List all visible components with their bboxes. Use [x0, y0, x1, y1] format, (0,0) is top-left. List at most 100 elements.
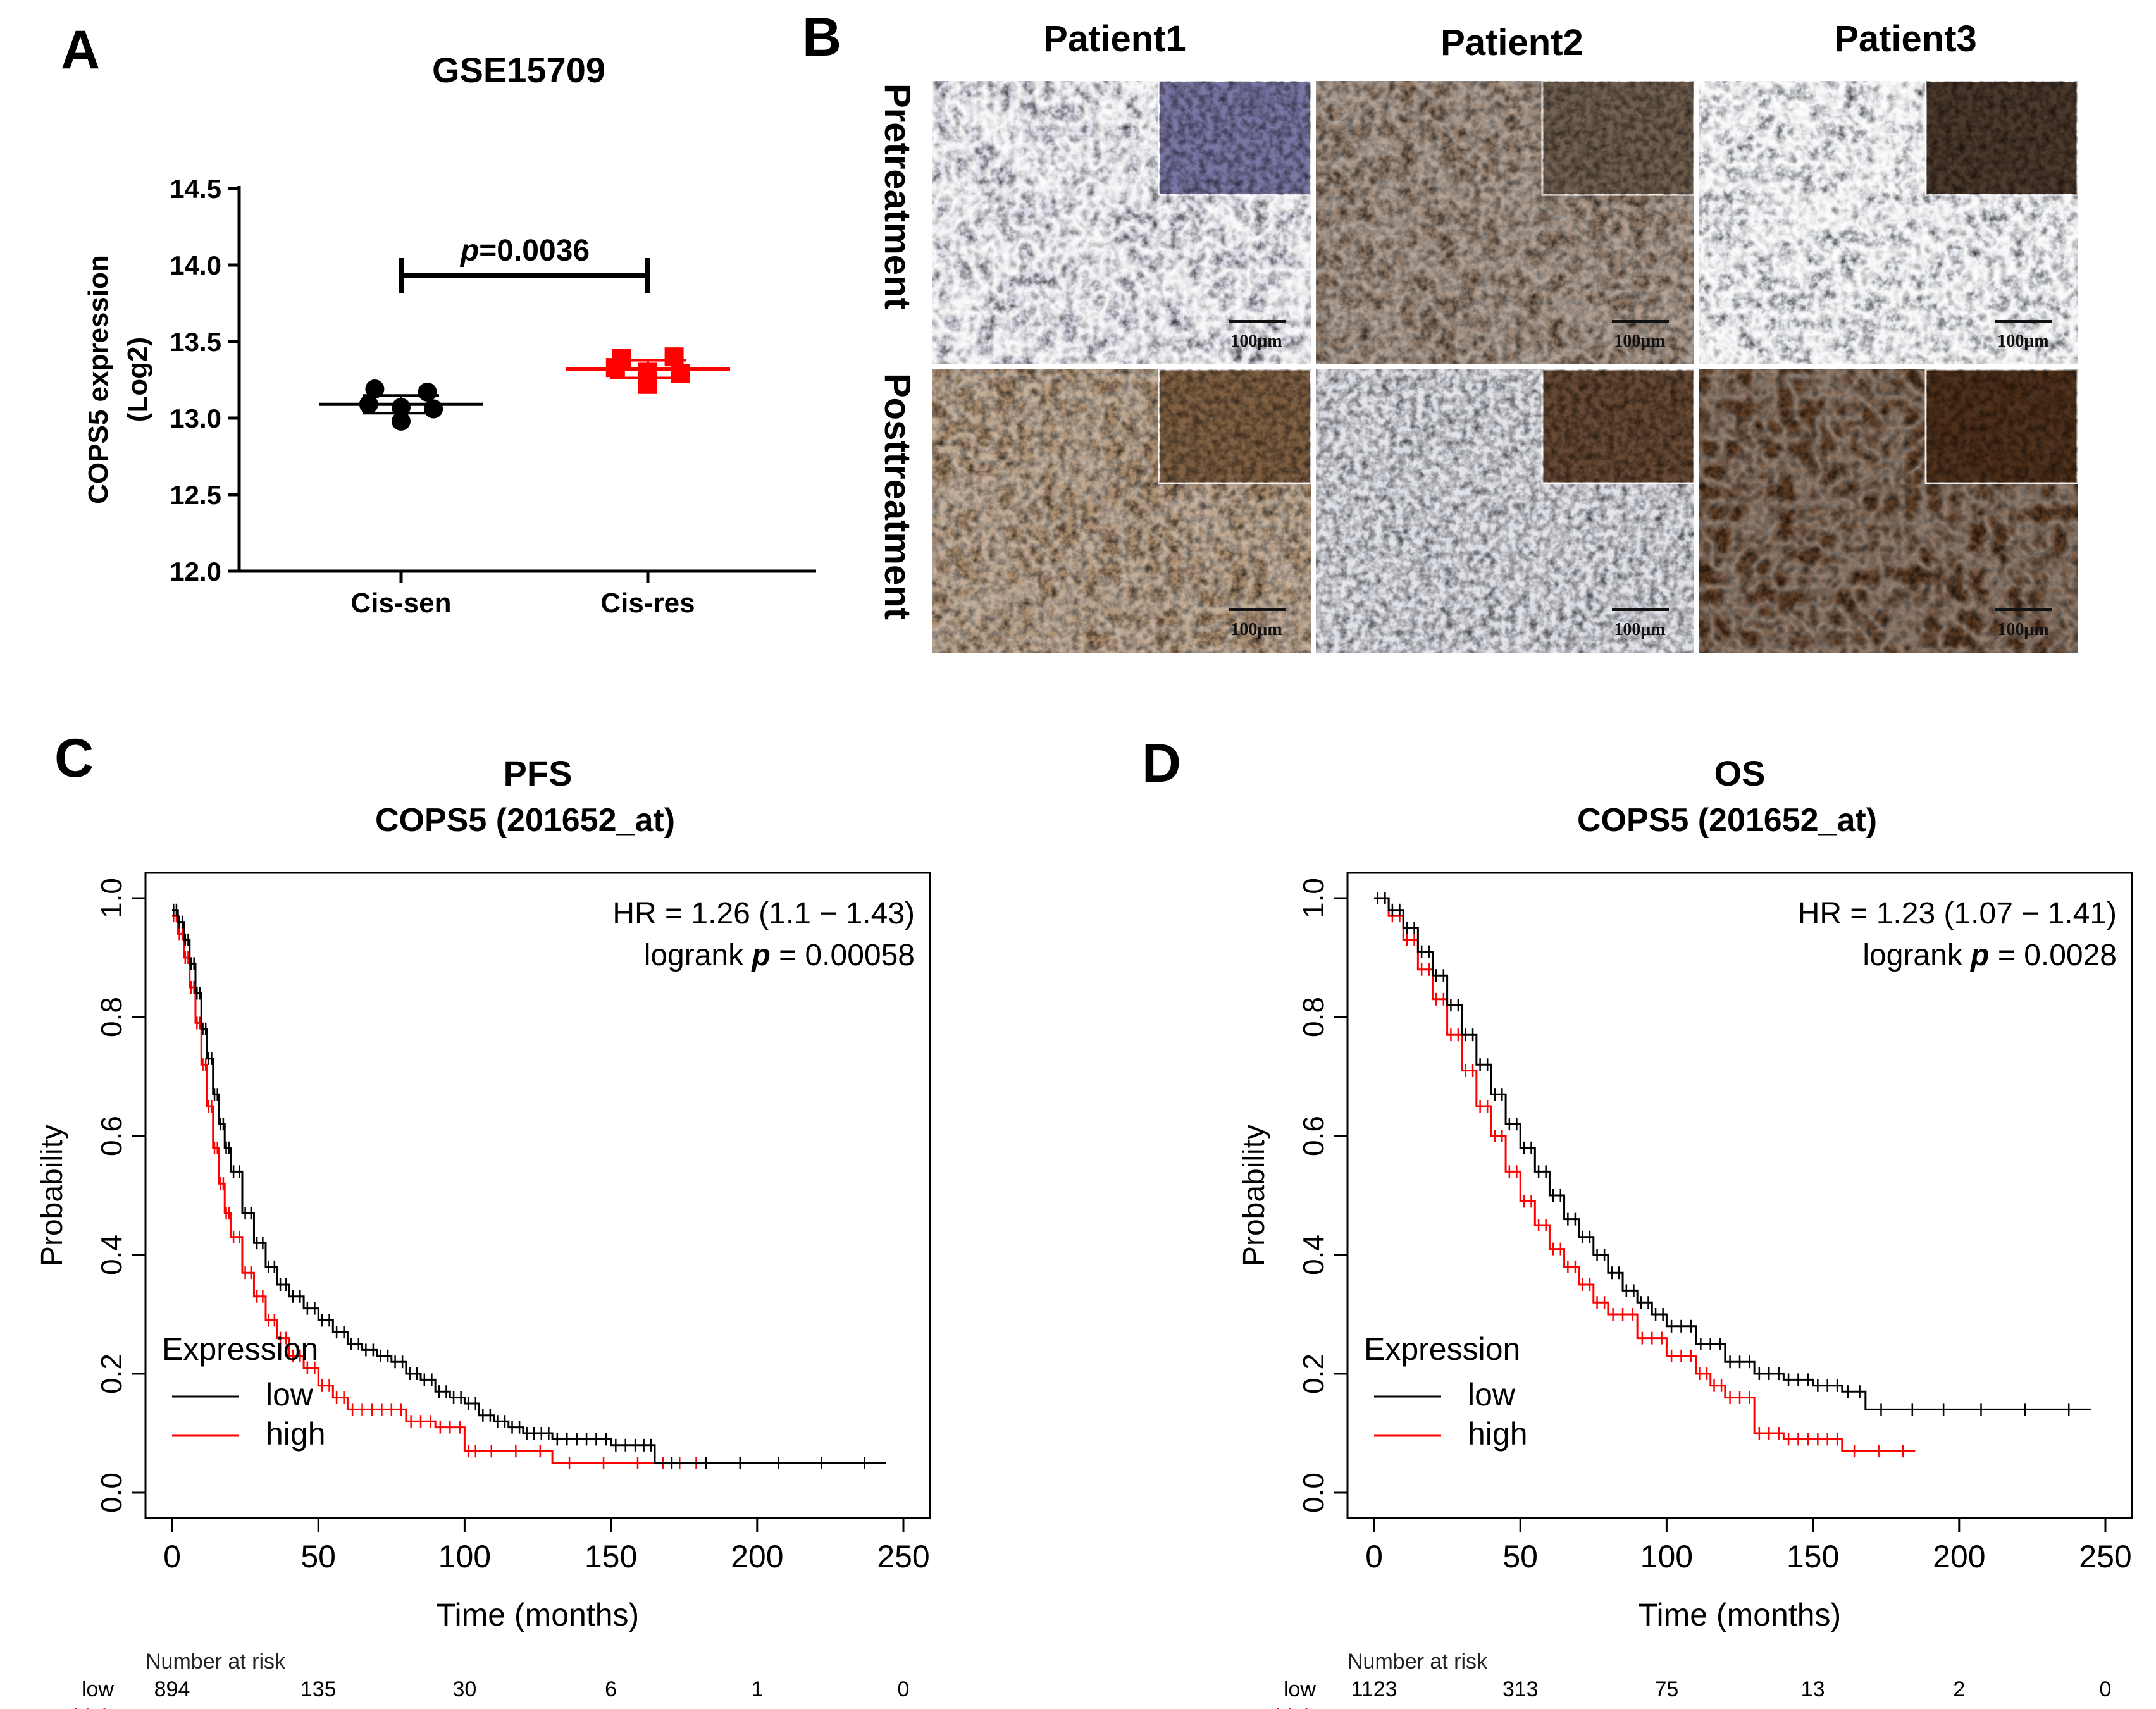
x-tick-label: 50	[1502, 1539, 1538, 1574]
y-tick-label: 13.5	[170, 327, 221, 357]
y-tick-label: 0.6	[95, 1116, 128, 1156]
x-axis-label: Time (months)	[437, 1597, 639, 1632]
risk-table-header: Number at risk	[146, 1650, 286, 1674]
x-tick-label: 100	[438, 1539, 491, 1574]
ihc-image: 100μm	[1699, 368, 2079, 653]
risk-table-value: 0	[2100, 1705, 2112, 1709]
data-point	[638, 374, 657, 394]
x-tick-label: 0	[163, 1539, 181, 1574]
x-tick-label: 250	[2079, 1539, 2131, 1574]
chart-title: OS	[1714, 753, 1766, 793]
data-point	[424, 399, 443, 419]
hazard-ratio-label: HR = 1.26 (1.1 − 1.43)	[612, 897, 915, 930]
y-tick-label: 1.0	[95, 878, 128, 918]
risk-table-value: 0	[2100, 1677, 2112, 1701]
x-tick-label: 200	[1933, 1539, 1985, 1574]
y-tick-label: 0.4	[95, 1235, 128, 1275]
risk-table-value: 13	[1801, 1677, 1825, 1701]
data-point	[664, 347, 684, 367]
panel-letter-c: C	[54, 728, 94, 789]
x-tick-label: Cis-res	[600, 588, 695, 619]
data-point	[365, 379, 385, 399]
risk-table-row-label: high	[73, 1705, 114, 1709]
panel-letter-b: B	[802, 7, 842, 68]
risk-table-value: 0	[1953, 1705, 1965, 1709]
risk-table-value: 115	[1503, 1705, 1537, 1709]
data-point	[671, 364, 690, 383]
risk-table-value: 5	[1807, 1705, 1819, 1709]
ihc-inset-texture	[1926, 81, 2078, 195]
ihc-inset-texture	[1159, 369, 1311, 483]
y-axis-label: Probability	[35, 1125, 69, 1266]
risk-table-row-label: low	[1284, 1677, 1316, 1701]
y-tick-label: 0.6	[1297, 1116, 1330, 1156]
chart-subtitle: COPS5 (201652_at)	[1577, 802, 1877, 839]
data-point	[359, 395, 378, 414]
column-label-patient2: Patient2	[1440, 22, 1583, 63]
risk-table-value: 1	[751, 1677, 763, 1701]
plot-frame	[144, 872, 931, 1519]
risk-table-value: 135	[300, 1677, 337, 1701]
risk-table-value: 894	[154, 1677, 190, 1701]
risk-table-value: 22	[1654, 1705, 1678, 1709]
risk-table-row-label: high	[1275, 1705, 1316, 1709]
column-label-patient1: Patient1	[1043, 18, 1186, 59]
data-point	[418, 382, 437, 402]
risk-table-row-label: low	[82, 1677, 114, 1701]
ihc-image: 100μm	[932, 368, 1312, 653]
plot-frame	[1346, 872, 2133, 1519]
x-axis-label: Time (months)	[1639, 1597, 1841, 1632]
y-tick-label: 1.0	[1297, 878, 1330, 918]
risk-table-header: Number at risk	[1348, 1650, 1488, 1674]
logrank-label: logrank p = 0.00058	[644, 939, 915, 972]
data-point	[392, 411, 411, 431]
scale-bar-label: 100μm	[1997, 620, 2048, 639]
y-tick-label: 0.0	[1297, 1472, 1330, 1513]
y-tick-label: 13.0	[170, 404, 221, 433]
survival-curve-high	[1374, 897, 1916, 1452]
x-tick-label: 250	[877, 1539, 929, 1574]
x-tick-label: 200	[731, 1539, 783, 1574]
risk-table-value: 0	[898, 1705, 910, 1709]
x-tick-label: Cis-sen	[351, 588, 452, 619]
panel-letter-d: D	[1142, 733, 1182, 794]
data-point	[605, 358, 625, 378]
x-tick-label: 50	[300, 1539, 336, 1574]
logrank-text-part: logrank	[1862, 939, 1971, 972]
risk-table-value: 75	[1654, 1677, 1678, 1701]
survival-curve-high	[172, 915, 705, 1464]
y-tick-label: 14.5	[170, 174, 221, 204]
logrank-text-part: logrank	[644, 939, 752, 972]
p-value: =0.0036	[479, 234, 590, 268]
y-axis-label: COPS5 expression	[83, 255, 114, 504]
row-label-posttreatment: Posttreatment	[877, 373, 918, 620]
y-axis-label: Probability	[1237, 1125, 1271, 1266]
y-tick-label: 0.2	[1297, 1354, 1330, 1394]
p-value-label: p=0.0036	[459, 234, 590, 268]
risk-table-value: 533	[1356, 1705, 1392, 1709]
risk-table-value: 0	[898, 1677, 910, 1701]
chart-title: GSE15709	[432, 50, 605, 90]
risk-table-value: 2	[1953, 1677, 1965, 1701]
scale-bar-label: 100μm	[1230, 331, 1282, 351]
logrank-text-part: = 0.0028	[1989, 939, 2117, 972]
ihc-inset-texture	[1159, 81, 1311, 195]
legend-label-low: low	[1468, 1377, 1516, 1412]
risk-table-value: 30	[452, 1677, 476, 1701]
ihc-image-grid: 100μm 100μm 100μm 100μm 100μm 100μm	[932, 81, 2079, 653]
survival-curve-low	[1374, 897, 2091, 1410]
risk-table-value: 541	[154, 1705, 190, 1709]
risk-table-value: 2	[605, 1705, 617, 1709]
scale-bar-label: 100μm	[1230, 620, 1282, 639]
ihc-inset-texture	[1542, 369, 1694, 483]
risk-table-value: 0	[751, 1705, 763, 1709]
risk-table-value: 37	[306, 1705, 330, 1709]
ihc-inset-texture	[1542, 81, 1694, 195]
logrank-label: logrank p = 0.0028	[1862, 939, 2117, 972]
y-tick-label: 0.8	[95, 997, 128, 1037]
y-tick-label: 0.8	[1297, 997, 1330, 1037]
panel-a-scatter-plot: GSE15709 12.0 12.5 13.0 13.5 14.0 14.5 Cis-sen C…	[83, 50, 816, 619]
row-label-pretreatment: Pretreatment	[877, 83, 918, 310]
